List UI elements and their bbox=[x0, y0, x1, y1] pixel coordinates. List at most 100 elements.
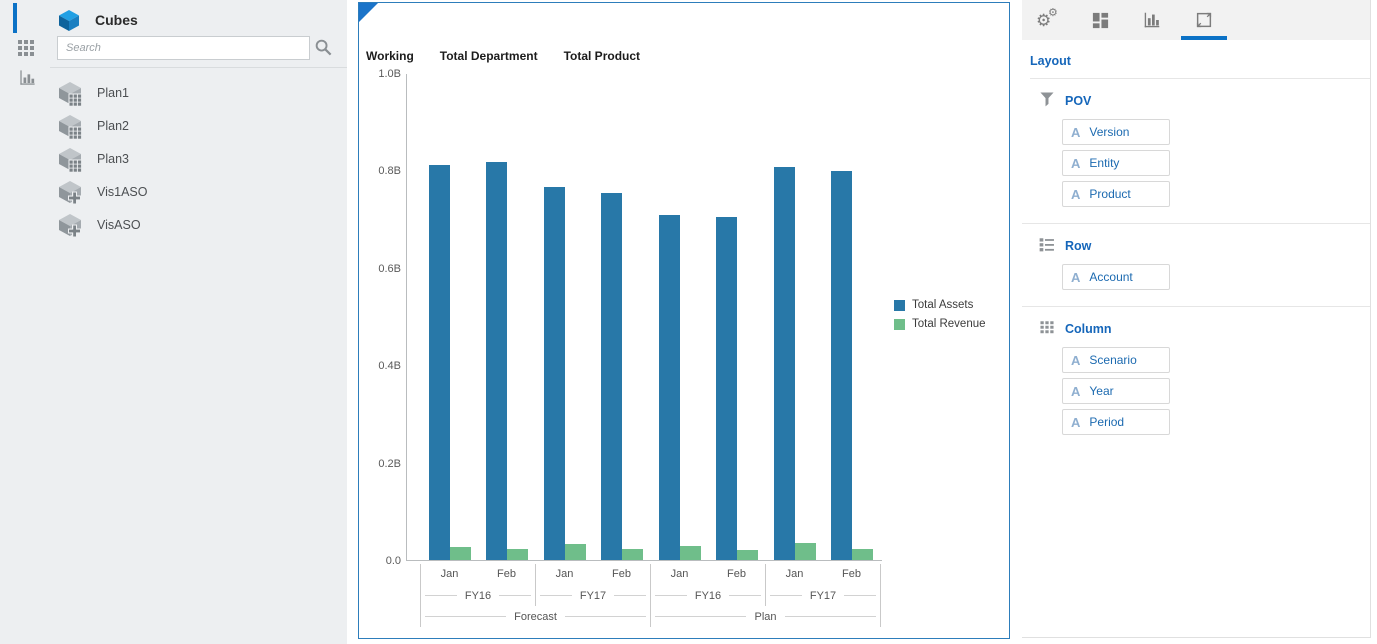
field-chip-label: Scenario bbox=[1089, 353, 1137, 367]
bar-total-assets[interactable] bbox=[601, 193, 623, 560]
properties-tabbar: ⚙ ⚙ bbox=[1022, 0, 1370, 40]
layout-panel-title: Layout bbox=[1030, 54, 1370, 79]
cube-item-vis1aso[interactable]: Vis1ASO bbox=[0, 175, 347, 208]
cube-item-visaso[interactable]: VisASO bbox=[0, 208, 347, 241]
month-group: Jan Feb bbox=[535, 564, 650, 585]
field-chip-scenario[interactable]: A Scenario bbox=[1062, 347, 1170, 373]
y-tick-label: 0.8B bbox=[378, 165, 401, 178]
cube-label: Plan3 bbox=[97, 151, 129, 166]
cube-item-plan3[interactable]: Plan3 bbox=[0, 142, 347, 175]
bar-groups bbox=[421, 74, 881, 560]
field-chip-account[interactable]: A Account bbox=[1062, 264, 1170, 290]
field-chip-product[interactable]: A Product bbox=[1062, 181, 1170, 207]
bar-total-revenue[interactable] bbox=[622, 549, 644, 560]
tab-canvas-layout[interactable] bbox=[1178, 0, 1230, 40]
bar-total-revenue[interactable] bbox=[794, 543, 816, 560]
y-tick-label: 1.0B bbox=[378, 68, 401, 80]
field-chip-list: A Scenario A Year A Period bbox=[1062, 347, 1370, 435]
bar-total-revenue[interactable] bbox=[737, 550, 759, 560]
legend-label: Total Revenue bbox=[912, 318, 986, 330]
columns-icon bbox=[1038, 318, 1056, 341]
cube-label: Plan1 bbox=[97, 85, 129, 100]
legend-swatch bbox=[894, 299, 905, 311]
layout-section-pov: POV A Version A Entity A Product bbox=[1022, 79, 1370, 224]
properties-panel: ⚙ ⚙ bbox=[1022, 0, 1371, 638]
month-tick-label: Jan bbox=[785, 568, 804, 580]
bar-group-2 bbox=[536, 74, 594, 560]
pov-member-1[interactable]: Total Department bbox=[439, 49, 538, 63]
x-axis-months: Jan Feb Jan Feb Jan Feb Jan Feb bbox=[420, 564, 881, 585]
text-type-icon: A bbox=[1071, 269, 1081, 285]
legend-item[interactable]: Total Revenue bbox=[894, 318, 986, 330]
tab-visualization[interactable] bbox=[1126, 0, 1178, 40]
section-label: Column bbox=[1065, 322, 1112, 336]
month-group: Jan Feb bbox=[650, 564, 765, 585]
bar-total-assets[interactable] bbox=[773, 167, 795, 560]
text-type-icon: A bbox=[1071, 124, 1081, 140]
visualization-bars-icon bbox=[1144, 12, 1160, 28]
bar-total-revenue[interactable] bbox=[449, 547, 471, 560]
month-tick-label: Feb bbox=[727, 568, 746, 580]
bar-group-6 bbox=[766, 74, 824, 560]
sidebar-divider bbox=[50, 67, 347, 68]
y-axis-ticks: 1.0B 0.8B 0.6B 0.4B 0.2B 0.0 bbox=[359, 68, 401, 574]
search-icon[interactable] bbox=[314, 38, 333, 57]
tab-settings[interactable]: ⚙ ⚙ bbox=[1022, 0, 1074, 40]
text-type-icon: A bbox=[1071, 414, 1081, 430]
aso-cube-icon bbox=[59, 213, 81, 237]
chart-rail-icon[interactable] bbox=[18, 68, 37, 87]
grid-rail-icon[interactable] bbox=[18, 40, 36, 58]
field-chip-version[interactable]: A Version bbox=[1062, 119, 1170, 145]
cube-list: Plan1 Plan2 Plan3 Vis1ASO VisASO bbox=[0, 76, 347, 241]
month-tick-label: Jan bbox=[670, 568, 689, 580]
visualization-panel[interactable]: Working Total Department Total Product 1.0… bbox=[358, 2, 1010, 639]
field-chip-list: A Account bbox=[1062, 264, 1370, 290]
bar-total-assets[interactable] bbox=[716, 217, 738, 560]
field-chip-period[interactable]: A Period bbox=[1062, 409, 1170, 435]
field-chip-label: Year bbox=[1089, 384, 1114, 398]
cube-label: Vis1ASO bbox=[97, 184, 148, 199]
bar-total-assets[interactable] bbox=[428, 165, 450, 560]
section-label: POV bbox=[1065, 94, 1092, 108]
legend-item[interactable]: Total Assets bbox=[894, 299, 986, 311]
search-input[interactable] bbox=[57, 36, 310, 60]
settings-gears-icon: ⚙ ⚙ bbox=[1036, 7, 1058, 30]
y-tick-label: 0.6B bbox=[378, 262, 401, 275]
bar-group-7 bbox=[824, 74, 882, 560]
field-chip-entity[interactable]: A Entity bbox=[1062, 150, 1170, 176]
bar-group-0 bbox=[421, 74, 479, 560]
layout-blocks-icon bbox=[1092, 12, 1108, 28]
legend-label: Total Assets bbox=[912, 299, 974, 311]
month-tick-label: Feb bbox=[612, 568, 631, 580]
bar-total-revenue[interactable] bbox=[564, 544, 586, 560]
bso-cube-icon bbox=[59, 81, 82, 106]
bar-total-revenue[interactable] bbox=[679, 546, 701, 560]
y-tick-label: 0.4B bbox=[378, 360, 401, 373]
cube-item-plan2[interactable]: Plan2 bbox=[0, 109, 347, 142]
month-tick-label: Jan bbox=[440, 568, 459, 580]
bar-total-assets[interactable] bbox=[658, 215, 680, 560]
bar-total-revenue[interactable] bbox=[852, 549, 874, 560]
year-tick-label: FY16 bbox=[650, 585, 765, 606]
bar-group-4 bbox=[651, 74, 709, 560]
field-chip-list: A Version A Entity A Product bbox=[1062, 119, 1370, 207]
cubes-logo-icon[interactable] bbox=[57, 8, 81, 32]
bar-total-assets[interactable] bbox=[543, 187, 565, 560]
bar-chart-plot bbox=[406, 74, 882, 561]
active-nav-indicator bbox=[13, 3, 17, 33]
year-tick-label: FY16 bbox=[420, 585, 535, 606]
bar-total-revenue[interactable] bbox=[507, 549, 529, 560]
pov-member-2[interactable]: Total Product bbox=[563, 49, 641, 63]
bar-total-assets[interactable] bbox=[831, 171, 853, 560]
legend-swatch bbox=[894, 318, 905, 330]
cube-item-plan1[interactable]: Plan1 bbox=[0, 76, 347, 109]
bso-cube-icon bbox=[59, 114, 82, 139]
section-label: Row bbox=[1065, 239, 1092, 253]
field-chip-year[interactable]: A Year bbox=[1062, 378, 1170, 404]
month-tick-label: Feb bbox=[497, 568, 516, 580]
pov-member-0[interactable]: Working bbox=[366, 49, 414, 63]
field-chip-label: Entity bbox=[1089, 156, 1120, 170]
tab-layout-blocks[interactable] bbox=[1074, 0, 1126, 40]
text-type-icon: A bbox=[1071, 155, 1081, 171]
bar-total-assets[interactable] bbox=[486, 162, 508, 560]
